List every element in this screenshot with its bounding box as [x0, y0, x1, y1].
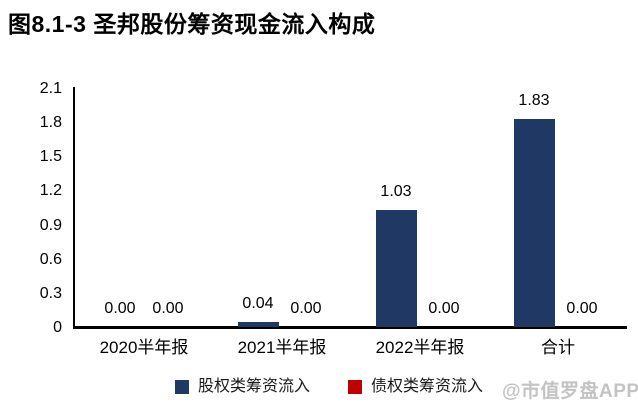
bar-value-label: 0.04 — [242, 295, 274, 312]
x-category-label: 2020半年报 — [99, 338, 189, 357]
bar-value-label: 0.00 — [290, 300, 322, 317]
bar-value-label: 0.00 — [152, 300, 184, 317]
y-tick-label: 0 — [53, 319, 62, 336]
y-tick-label: 1.2 — [39, 182, 62, 200]
legend-label: 债权类筹资流入 — [371, 378, 484, 395]
y-tick-label: 0.9 — [39, 216, 62, 234]
y-tick-label: 1.8 — [39, 114, 62, 132]
chart-title: 图8.1-3 圣邦股份筹资现金流入构成 — [8, 11, 376, 37]
legend-swatch-icon — [175, 380, 189, 394]
bar-value-label: 1.03 — [380, 183, 412, 200]
legend-item-0: 股权类筹资流入 — [175, 378, 310, 396]
watermark: @市值罗盘APP — [500, 376, 638, 403]
x-category-label: 合计 — [541, 338, 575, 357]
bar-series0-cat3 — [513, 119, 555, 327]
bar-value-label: 1.83 — [518, 92, 550, 109]
y-tick-label: 0.6 — [39, 250, 62, 268]
legend-swatch-icon — [348, 380, 362, 394]
x-axis-line — [73, 326, 627, 329]
bar-value-label: 0.00 — [428, 300, 460, 317]
y-tick-label: 2.1 — [39, 80, 62, 97]
bar-value-label: 0.00 — [104, 300, 136, 317]
x-category-label: 2022半年报 — [375, 338, 465, 357]
legend-label: 股权类筹资流入 — [198, 378, 311, 395]
y-tick-label: 1.5 — [39, 148, 62, 166]
y-axis-line — [73, 87, 75, 329]
y-tick-label: 0.3 — [39, 284, 62, 302]
bar-series0-cat2 — [375, 210, 417, 327]
bar-series0-cat1 — [237, 322, 279, 327]
x-category-label: 2021半年报 — [237, 338, 327, 357]
legend-item-1: 债权类筹资流入 — [348, 378, 483, 396]
bar-value-label: 0.00 — [566, 300, 598, 317]
